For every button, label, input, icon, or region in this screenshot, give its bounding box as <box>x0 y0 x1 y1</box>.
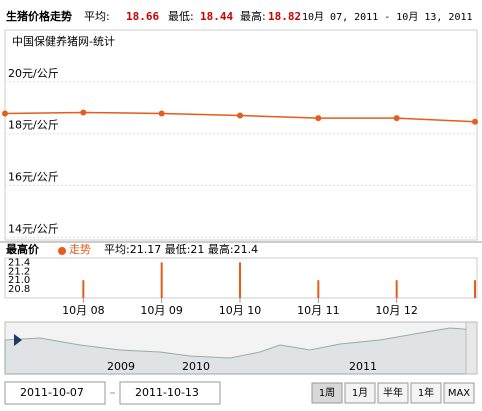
range-button-label: MAX <box>448 388 470 399</box>
date-range: 10月 07, 2011 - 10月 13, 2011 <box>302 11 473 23</box>
x-tick-label: 10月 12 <box>375 304 418 317</box>
y-tick-label: 21.0 <box>8 275 30 286</box>
point <box>2 110 8 117</box>
point <box>237 112 243 119</box>
legend-dot <box>58 247 66 255</box>
bar <box>82 280 85 298</box>
y-tick-label: 21.4 <box>8 257 30 268</box>
range-button[interactable] <box>443 382 475 404</box>
range-button[interactable] <box>377 382 409 404</box>
bar <box>239 262 241 298</box>
bar <box>474 280 476 298</box>
bar <box>317 280 320 298</box>
year-label: 2011 <box>349 360 377 373</box>
avg-label: 平均: <box>84 10 110 23</box>
min-label: 最低: <box>168 10 194 23</box>
y-tick-label: 20.8 <box>8 284 30 295</box>
range-button-label: 1周 <box>319 387 335 399</box>
point <box>158 110 165 117</box>
panel-title: 最高价 <box>6 242 40 256</box>
scrollbar[interactable] <box>465 321 478 375</box>
x-tick-label: 10月 10 <box>219 304 262 317</box>
title: 生猪价格走势 <box>6 9 72 23</box>
y-tick-label: 21.2 <box>8 266 30 277</box>
y-tick-label: 14元/公斤 <box>8 222 59 235</box>
legend-label: 走势 <box>69 243 91 256</box>
range-button-label: 半年 <box>383 386 403 399</box>
x-tick-label: 10月 09 <box>140 304 183 317</box>
point <box>315 115 322 122</box>
max-label: 最高: <box>240 9 266 23</box>
bar <box>160 262 163 298</box>
range-button-label: 1月 <box>352 387 368 399</box>
avg: 18.66 <box>126 10 159 23</box>
y-tick-label: 18元/公斤 <box>8 119 59 132</box>
y-tick-label: 20元/公斤 <box>8 67 59 80</box>
main-panel <box>4 29 478 241</box>
range-button[interactable] <box>344 382 376 404</box>
subtitle: 中国保健养猪网-统计 <box>12 34 115 48</box>
max: 18.82 <box>268 10 301 23</box>
bar <box>395 280 398 298</box>
navigator-handle[interactable] <box>14 334 22 346</box>
end-input[interactable] <box>119 381 221 405</box>
range-button[interactable] <box>410 382 442 404</box>
x-tick-label: 10月 11 <box>297 304 340 317</box>
range-button-label: 1年 <box>418 386 434 399</box>
year-label: 2010 <box>182 360 210 373</box>
panel-stats: 平均:21.17 最低:21 最高:21.4 <box>104 242 258 256</box>
start-input[interactable] <box>4 381 106 405</box>
range-button[interactable] <box>311 382 343 404</box>
year-label: 2009 <box>107 360 135 373</box>
point <box>80 109 87 116</box>
start-date: 2011-10-07 <box>20 386 84 399</box>
point <box>472 118 478 125</box>
point <box>393 115 400 122</box>
end-date: 2011-10-13 <box>135 386 199 399</box>
y-tick-label: 16元/公斤 <box>8 171 59 184</box>
min: 18.44 <box>200 10 233 23</box>
x-tick-label: 10月 08 <box>62 304 105 317</box>
